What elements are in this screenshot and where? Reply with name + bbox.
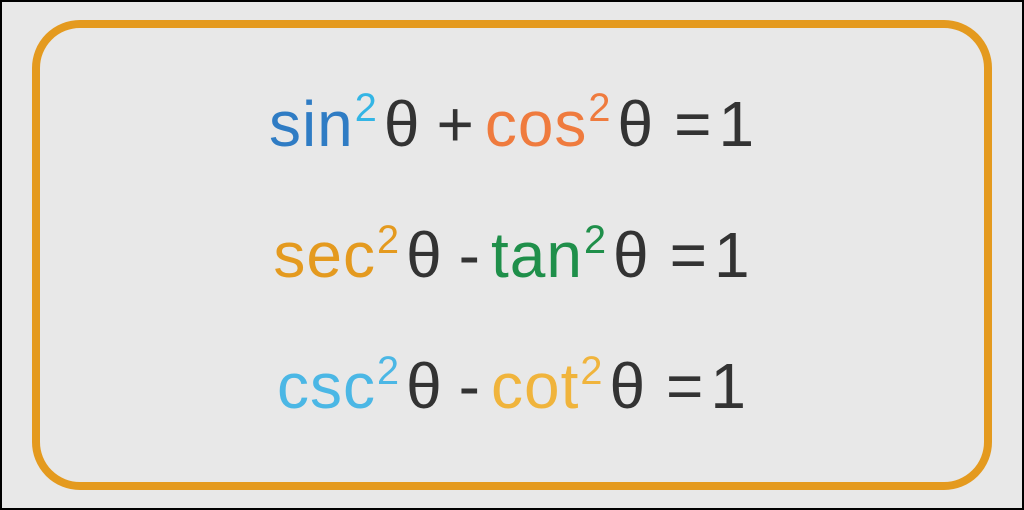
identity-frame: sin2θ+cos2θ=1 sec2θ-tan2θ=1 csc2θ-cot2θ=… (32, 20, 992, 490)
fn-term: sin2 (269, 88, 378, 160)
theta-symbol: θ (406, 219, 443, 291)
theta-symbol: θ (384, 88, 421, 160)
fn-exp: 2 (377, 349, 400, 393)
fn-term: cot2 (491, 350, 603, 422)
theta-symbol: θ (406, 350, 443, 422)
fn-name: cos (485, 88, 588, 160)
fn-exp: 2 (377, 218, 400, 262)
fn-name: tan (491, 219, 583, 291)
equation-row: sec2θ-tan2θ=1 (273, 218, 750, 292)
fn-name: cot (491, 350, 579, 422)
fn-exp: 2 (355, 86, 378, 130)
equals-sign: = (674, 88, 712, 160)
fn-name: sec (273, 219, 376, 291)
fn-term: tan2 (491, 219, 607, 291)
rhs-value: 1 (718, 88, 755, 160)
fn-term: csc2 (277, 350, 400, 422)
theta-symbol: θ (613, 219, 650, 291)
operator: - (459, 219, 481, 291)
equation-row: sin2θ+cos2θ=1 (269, 87, 755, 161)
fn-term: sec2 (273, 219, 400, 291)
rhs-value: 1 (714, 219, 751, 291)
theta-symbol: θ (617, 88, 654, 160)
equation-row: csc2θ-cot2θ=1 (277, 349, 747, 423)
fn-exp: 2 (588, 86, 611, 130)
fn-term: cos2 (485, 88, 612, 160)
equals-sign: = (670, 219, 708, 291)
equals-sign: = (666, 350, 704, 422)
theta-symbol: θ (609, 350, 646, 422)
fn-name: sin (269, 88, 354, 160)
fn-name: csc (277, 350, 376, 422)
operator: - (459, 350, 481, 422)
fn-exp: 2 (580, 349, 603, 393)
operator: + (436, 88, 474, 160)
fn-exp: 2 (584, 218, 607, 262)
rhs-value: 1 (710, 350, 747, 422)
